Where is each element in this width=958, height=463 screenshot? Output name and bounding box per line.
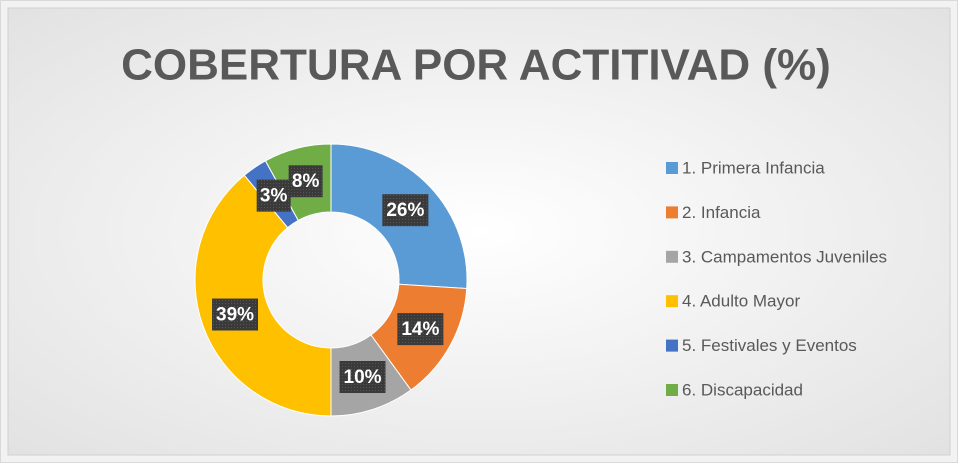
- data-label: 3%: [260, 186, 288, 207]
- data-label-box: [212, 298, 259, 331]
- legend-label: 4. Adulto Mayor: [682, 292, 800, 311]
- data-label-box: [256, 179, 291, 212]
- legend-swatch: [666, 295, 678, 308]
- legend-label: 3. Campamentos Juveniles: [682, 247, 887, 266]
- data-label-box: [382, 194, 429, 227]
- legend-swatch: [666, 384, 678, 396]
- legend-swatch: [666, 206, 678, 219]
- legend-label: 1. Primera Infancia: [682, 158, 825, 177]
- data-label: 26%: [386, 200, 424, 221]
- data-label-box: [397, 313, 444, 346]
- chart-area: [7, 7, 951, 456]
- data-label: 39%: [216, 305, 254, 326]
- legend-label: 6. Discapacidad: [682, 380, 803, 399]
- legend-label: 5. Festivales y Eventos: [682, 336, 857, 355]
- legend-label: 2. Infancia: [682, 203, 761, 222]
- chart-title: COBERTURA POR ACTITIVAD (%): [121, 41, 831, 90]
- data-label-box: [339, 361, 386, 394]
- donut-slice: [194, 174, 332, 417]
- data-label-box: [288, 165, 323, 198]
- legend-swatch: [666, 250, 678, 263]
- legend-swatch: [666, 162, 678, 174]
- legend-swatch: [666, 339, 678, 352]
- data-label: 10%: [344, 367, 382, 388]
- data-label: 8%: [292, 171, 320, 192]
- data-label: 14%: [401, 319, 439, 340]
